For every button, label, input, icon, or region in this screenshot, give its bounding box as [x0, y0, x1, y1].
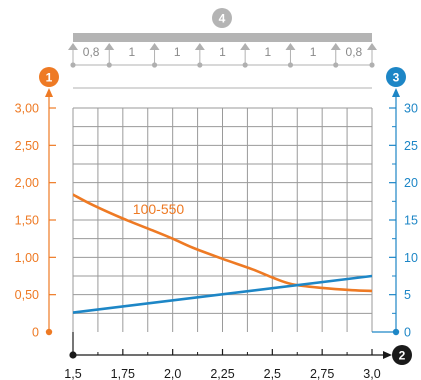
support-triangle [330, 43, 341, 50]
y-left-tick-label: 1,00 [15, 251, 39, 265]
y-right-tick-label: 15 [404, 214, 418, 228]
beam-marker-label: 4 [219, 12, 226, 26]
y-right-origin-dot [392, 328, 400, 336]
y-right-marker-label: 3 [393, 71, 400, 85]
support-triangle [194, 43, 205, 50]
span-label: 1 [219, 45, 226, 59]
x-axis-marker-label: 2 [399, 349, 406, 363]
y-right-tick-label: 5 [404, 288, 411, 302]
y-right-tick-label: 25 [404, 139, 418, 153]
y-right-marker-circle [386, 67, 406, 87]
y-left-marker-label: 1 [46, 71, 53, 85]
y-right-tick-label: 20 [404, 176, 418, 190]
x-tick-label: 1,75 [111, 367, 135, 380]
x-axis-arrow [383, 351, 392, 359]
y-right-axis-arrow [392, 88, 400, 97]
series-layer [73, 193, 372, 314]
support-triangle [104, 43, 115, 50]
y-left-tick-label: 3,00 [15, 102, 39, 116]
span-label: 1 [310, 45, 317, 59]
span-label: 1 [129, 45, 136, 59]
y-left-tick-label: 0 [32, 326, 39, 340]
x-tick-label: 2,75 [310, 367, 334, 380]
x-tick-label: 1,5 [64, 367, 81, 380]
support-triangle [240, 43, 251, 50]
support-triangle [367, 43, 377, 50]
series-line-right [73, 274, 372, 314]
x-axis-marker-circle [392, 345, 412, 365]
y-right-tick-label: 0 [404, 326, 411, 340]
x-tick-label: 2,25 [210, 367, 234, 380]
span-label: 0,8 [346, 45, 363, 59]
plot-grid [72, 107, 373, 332]
span-label: 1 [174, 45, 181, 59]
beam-bar [73, 33, 372, 42]
y-left-marker-circle [39, 67, 59, 87]
y-right-tick-label: 10 [404, 251, 418, 265]
y-left-tick-label: 1,50 [15, 214, 39, 228]
x-tick-label: 3,0 [363, 367, 380, 380]
series-label: 100-550 [133, 201, 185, 217]
y-left-tick-label: 2,50 [15, 139, 39, 153]
support-triangle [68, 43, 78, 50]
beam-diagram: 4 0,8 1 1 1 1 1 0,8 [68, 8, 377, 89]
beam-marker-circle [212, 8, 232, 28]
y-left-origin-dot [45, 328, 53, 336]
x-tick-label: 2,0 [164, 367, 181, 380]
y-left-axis-arrow [45, 88, 53, 97]
label-layer: 100-550 [133, 201, 185, 217]
chart-axes: 100,501,001,502,002,503,0030510152025302… [15, 67, 418, 380]
span-label: 1 [264, 45, 271, 59]
series-line-left [73, 193, 372, 293]
support-triangle [285, 43, 296, 50]
x-tick-label: 2,5 [264, 367, 281, 380]
span-label: 0,8 [83, 45, 100, 59]
support-triangle [149, 43, 160, 50]
y-right-tick-label: 30 [404, 102, 418, 116]
y-left-tick-label: 0,50 [15, 288, 39, 302]
y-left-tick-label: 2,00 [15, 176, 39, 190]
